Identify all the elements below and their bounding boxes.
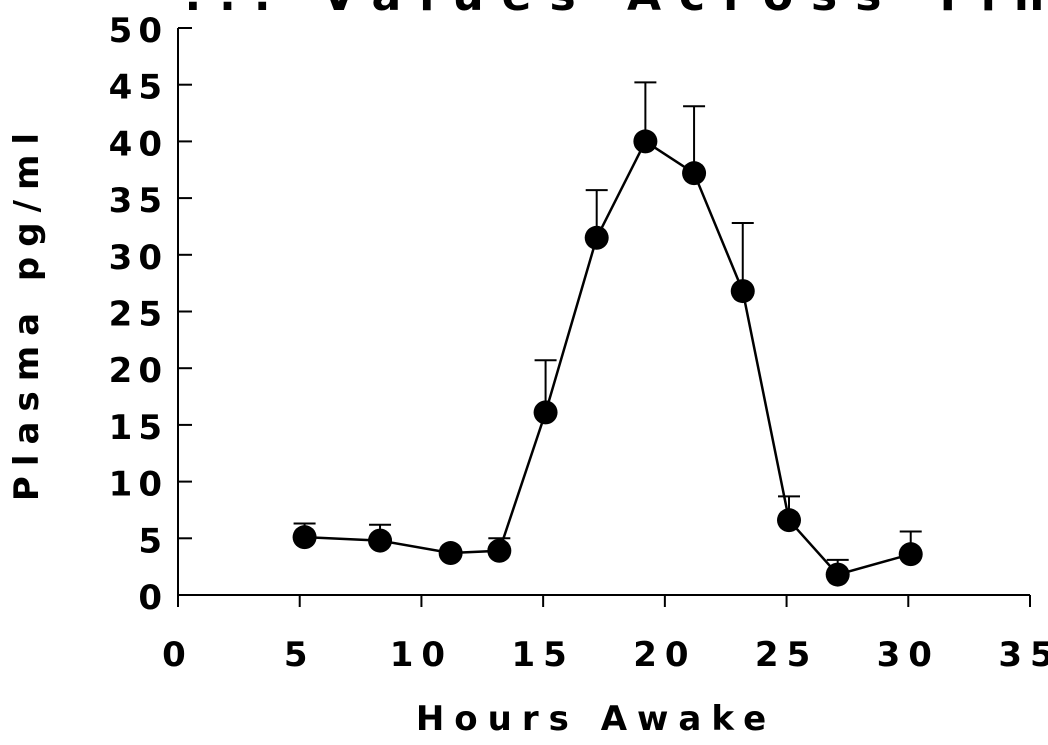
x-tick-label-4: 20 bbox=[633, 635, 696, 675]
data-point-1 bbox=[368, 528, 393, 553]
x-tick-label-3: 15 bbox=[511, 635, 574, 675]
data-point-6 bbox=[633, 129, 658, 154]
data-point-3 bbox=[487, 538, 512, 563]
data-point-5 bbox=[584, 225, 609, 250]
x-tick-label-5: 25 bbox=[755, 635, 818, 675]
x-tick-label-2: 10 bbox=[390, 635, 453, 675]
ticks: 0 5 10 15 20 25 30 35 40 45 50 0 5 10 15 20 25 30 35 bbox=[109, 11, 1048, 675]
y-tick-label-0: 0 bbox=[138, 578, 168, 618]
chart-title: ... Values Across Time bbox=[184, 0, 1048, 21]
data-point-8 bbox=[730, 279, 755, 304]
data-point-10 bbox=[825, 562, 850, 587]
axes bbox=[177, 28, 1030, 596]
data-point-11 bbox=[898, 542, 923, 567]
x-tick-label-7: 35 bbox=[998, 635, 1048, 675]
data-point-7 bbox=[682, 161, 707, 186]
y-tick-label-4: 20 bbox=[109, 351, 168, 391]
data-point-2 bbox=[438, 541, 463, 566]
y-tick-label-3: 15 bbox=[109, 408, 168, 448]
series bbox=[292, 81, 923, 587]
y-tick-label-10: 50 bbox=[109, 11, 168, 51]
y-tick-label-7: 35 bbox=[109, 181, 168, 221]
y-tick-label-8: 40 bbox=[109, 124, 168, 164]
x-tick-label-0: 0 bbox=[162, 635, 194, 675]
x-tick-label-1: 5 bbox=[284, 635, 316, 675]
y-axis-label: Plasma pg/ml bbox=[7, 123, 47, 501]
data-point-9 bbox=[777, 508, 802, 533]
y-tick-label-6: 30 bbox=[109, 238, 168, 278]
y-tick-label-5: 25 bbox=[109, 295, 168, 335]
y-tick-label-1: 5 bbox=[138, 521, 168, 561]
data-point-0 bbox=[292, 525, 317, 550]
data-point-4 bbox=[533, 400, 558, 425]
y-tick-label-2: 10 bbox=[109, 465, 168, 505]
series-line-0 bbox=[304, 139, 912, 577]
y-tick-label-9: 45 bbox=[109, 68, 168, 108]
x-tick-label-6: 30 bbox=[877, 635, 940, 675]
x-axis-label: Hours Awake bbox=[416, 699, 776, 739]
